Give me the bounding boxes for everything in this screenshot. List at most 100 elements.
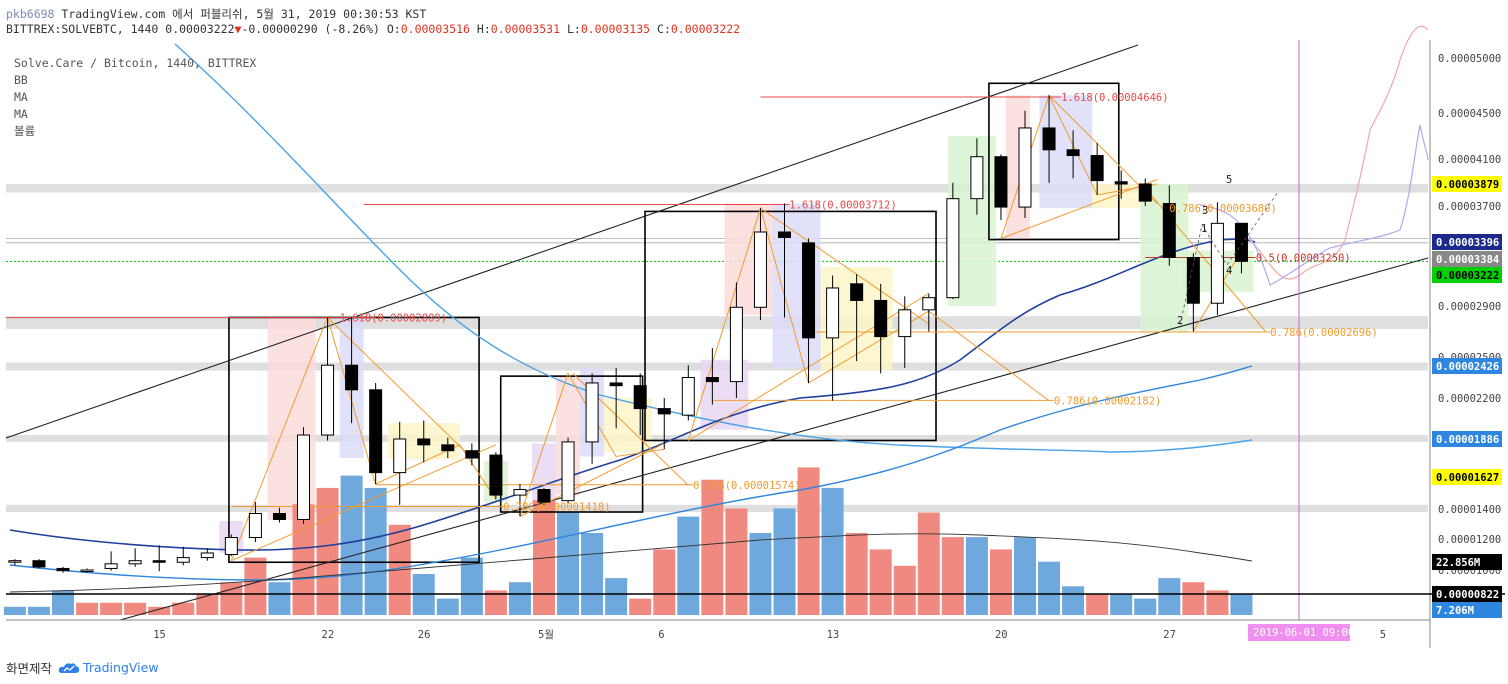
x-tick-label: 5 xyxy=(1380,629,1386,641)
open-label: O: xyxy=(386,22,401,36)
close-label: C: xyxy=(657,22,671,36)
volume-bar xyxy=(581,533,604,615)
y-tick-label: 0.00004100 xyxy=(1438,154,1501,166)
down-arrow-icon: ▼ xyxy=(234,22,242,36)
candle-body xyxy=(657,408,671,415)
open-value: 0.00003516 xyxy=(400,22,470,36)
pattern-shade xyxy=(1092,184,1141,209)
publish-header: pkb6698 TradingView.com 에서 퍼블리쉬, 5월 31, … xyxy=(6,6,426,22)
candle-body xyxy=(1042,127,1056,151)
candle-body xyxy=(513,489,527,496)
volume-bar xyxy=(484,590,507,615)
candle-body xyxy=(1138,183,1152,202)
candle-body xyxy=(152,560,166,563)
x-tick-label: 6 xyxy=(658,629,664,641)
tradingview-brand: TradingView xyxy=(83,660,159,675)
ohlc-header: BITTREX:SOLVEBTC, 1440 0.00003222▼-0.000… xyxy=(6,22,740,36)
volume-bar xyxy=(100,602,123,615)
x-tick-label: 15 xyxy=(153,629,166,641)
price-badge-label: 7.206M xyxy=(1436,605,1474,617)
volume-bar xyxy=(244,557,267,615)
pattern-frame xyxy=(499,375,644,513)
candle-body xyxy=(321,364,335,436)
volume-bar xyxy=(893,565,916,615)
candle-body xyxy=(778,231,791,238)
support-band xyxy=(6,316,1428,329)
volume-bar xyxy=(268,582,291,615)
volume-bar xyxy=(172,602,195,615)
volume-bar xyxy=(316,487,339,615)
volume-bar xyxy=(821,487,844,615)
high-label: H: xyxy=(476,22,491,36)
candle-body xyxy=(802,242,816,339)
candle-body xyxy=(417,438,431,446)
candle-body xyxy=(104,563,118,569)
legend-ma-2[interactable]: MA xyxy=(14,107,28,121)
volume-bar xyxy=(27,606,50,615)
candle-body xyxy=(922,297,936,311)
fib-annotation: 0.786(0.00001418) xyxy=(503,501,610,513)
price-badge xyxy=(1432,267,1502,283)
footer: 화면제작 TradingView xyxy=(6,658,159,677)
candle-body xyxy=(441,444,455,452)
username[interactable]: pkb6698 xyxy=(6,7,55,21)
candle-body xyxy=(681,377,695,416)
tradingview-cloud-icon xyxy=(58,662,80,673)
harmonic-line xyxy=(928,310,1050,402)
fib-annotation: 1.618(0.00002809) xyxy=(340,313,447,325)
volume-bar xyxy=(364,487,387,615)
price-badge xyxy=(1432,602,1502,618)
volume-bar xyxy=(1134,598,1157,615)
candle-body xyxy=(729,306,743,383)
candle-body xyxy=(369,389,383,474)
candle-body xyxy=(874,299,888,338)
candle-body xyxy=(946,198,960,299)
wave-label: 3 xyxy=(1202,205,1208,217)
wave-label: 2 xyxy=(1177,315,1183,327)
legend-bb[interactable]: BB xyxy=(14,73,28,87)
fib-annotation: 0.786(0.00003680) xyxy=(1169,203,1276,215)
volume-bar xyxy=(773,508,796,615)
price-badge-label: 0.00000822 xyxy=(1436,589,1499,601)
price-badge xyxy=(1432,176,1502,192)
volume-bar xyxy=(917,512,940,615)
last-price: 0.00003222 xyxy=(165,22,235,36)
candle-body xyxy=(1162,203,1176,258)
volume-bar xyxy=(1110,594,1133,615)
price-badge xyxy=(1432,358,1502,374)
volume-bar xyxy=(1062,586,1085,615)
fib-annotation: 0.786(0.00002696) xyxy=(1270,327,1377,339)
legend-volume[interactable]: 볼륨 xyxy=(14,124,36,138)
price-badge xyxy=(1432,554,1502,570)
volume-bar xyxy=(629,598,652,615)
candle-body xyxy=(633,385,647,410)
harmonic-line xyxy=(1000,179,1158,239)
candle-body xyxy=(1234,222,1248,262)
price-badge-label: 22.856M xyxy=(1436,557,1480,569)
volume-bar xyxy=(557,512,580,615)
projection-line-1 xyxy=(1249,25,1429,280)
support-band xyxy=(6,435,1428,442)
volume-bar xyxy=(1086,594,1109,615)
tradingview-logo[interactable]: TradingView xyxy=(58,660,159,675)
candle-body xyxy=(200,552,214,559)
x-tick-label: 20 xyxy=(995,629,1008,641)
publish-info: TradingView.com 에서 퍼블리쉬, 5월 31, 2019 00:… xyxy=(54,7,427,21)
bb-upper-line xyxy=(174,43,1253,453)
candle-body xyxy=(1210,222,1224,304)
legend-ma-1[interactable]: MA xyxy=(14,90,28,104)
date-badge-label: 2019-06-01 09:00 xyxy=(1253,627,1354,639)
candle-body xyxy=(489,454,503,496)
candle-body xyxy=(1066,149,1080,157)
volume-bar xyxy=(797,467,820,615)
candle-body xyxy=(32,560,46,568)
candle-body xyxy=(1018,127,1032,208)
volume-bar xyxy=(196,594,219,615)
candle-body xyxy=(224,537,238,555)
candle-body xyxy=(8,560,22,563)
candle-body xyxy=(80,569,94,572)
y-tick-label: 0.00001200 xyxy=(1438,534,1501,546)
volume-bar xyxy=(508,582,531,615)
volume-bar xyxy=(1206,590,1229,615)
